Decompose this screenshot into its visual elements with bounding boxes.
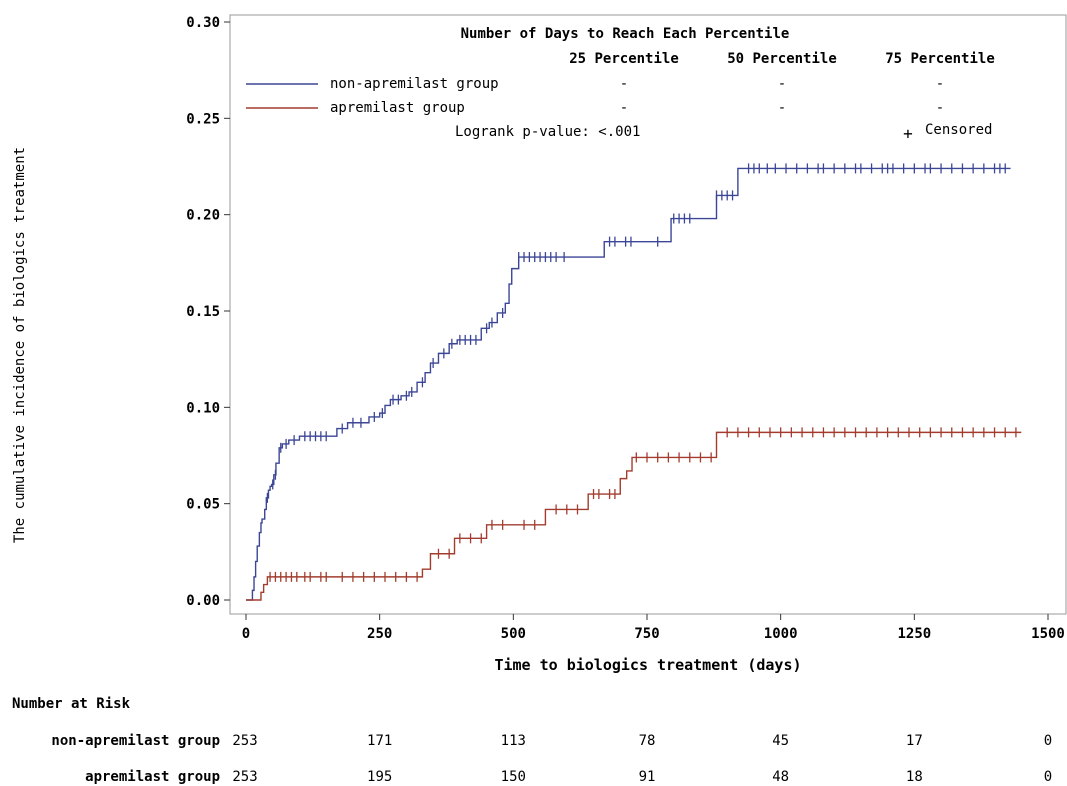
risk-count: 171 bbox=[367, 733, 392, 749]
x-tick-label: 1250 bbox=[897, 626, 931, 642]
risk-row-label: apremilast group bbox=[85, 769, 220, 785]
risk-table-title: Number at Risk bbox=[12, 696, 131, 712]
x-axis-label: Time to biologics treatment (days) bbox=[494, 656, 801, 674]
x-tick-label: 0 bbox=[242, 626, 250, 642]
risk-count: 91 bbox=[639, 769, 656, 785]
legend-label: non-apremilast group bbox=[330, 76, 499, 92]
risk-count: 113 bbox=[501, 733, 526, 749]
y-tick-label: 0.00 bbox=[186, 593, 220, 609]
inset-cell: - bbox=[620, 76, 628, 92]
risk-count: 78 bbox=[639, 733, 656, 749]
censored-label: Censored bbox=[925, 122, 992, 138]
y-tick-label: 0.30 bbox=[186, 15, 220, 31]
y-tick-label: 0.20 bbox=[186, 208, 220, 224]
y-axis-label: The cumulative incidence of biologics tr… bbox=[12, 147, 28, 543]
y-tick-label: 0.25 bbox=[186, 111, 220, 127]
x-tick-label: 1000 bbox=[764, 626, 798, 642]
inset-column-header: 50 Percentile bbox=[727, 51, 837, 67]
y-tick-label: 0.05 bbox=[186, 497, 220, 513]
risk-count: 195 bbox=[367, 769, 392, 785]
risk-count: 150 bbox=[501, 769, 526, 785]
x-tick-label: 1500 bbox=[1031, 626, 1065, 642]
risk-count: 18 bbox=[906, 769, 923, 785]
legend-label: apremilast group bbox=[330, 100, 465, 116]
censored-symbol-icon: + bbox=[903, 124, 913, 143]
y-tick-label: 0.15 bbox=[186, 304, 220, 320]
logrank-pvalue: Logrank p-value: <.001 bbox=[455, 124, 640, 140]
y-tick-label: 0.10 bbox=[186, 400, 220, 416]
risk-count: 0 bbox=[1044, 733, 1052, 749]
x-tick-label: 750 bbox=[634, 626, 659, 642]
inset-title: Number of Days to Reach Each Percentile bbox=[461, 26, 790, 42]
risk-count: 0 bbox=[1044, 769, 1052, 785]
plot-frame bbox=[229, 14, 1067, 615]
risk-row-label: non-apremilast group bbox=[51, 733, 220, 749]
inset-cell: - bbox=[936, 100, 944, 116]
inset-column-header: 75 Percentile bbox=[885, 51, 995, 67]
inset-cell: - bbox=[778, 76, 786, 92]
inset-cell: - bbox=[778, 100, 786, 116]
inset-cell: - bbox=[620, 100, 628, 116]
inset-column-header: 25 Percentile bbox=[569, 51, 679, 67]
x-tick-label: 500 bbox=[501, 626, 526, 642]
risk-count: 45 bbox=[772, 733, 789, 749]
inset-cell: - bbox=[936, 76, 944, 92]
risk-count: 253 bbox=[232, 733, 257, 749]
series-line-non-apremilast bbox=[246, 167, 1011, 601]
x-tick-label: 250 bbox=[367, 626, 392, 642]
risk-count: 253 bbox=[232, 769, 257, 785]
risk-count: 48 bbox=[772, 769, 789, 785]
risk-count: 17 bbox=[906, 733, 923, 749]
series-line-apremilast bbox=[246, 431, 1022, 601]
